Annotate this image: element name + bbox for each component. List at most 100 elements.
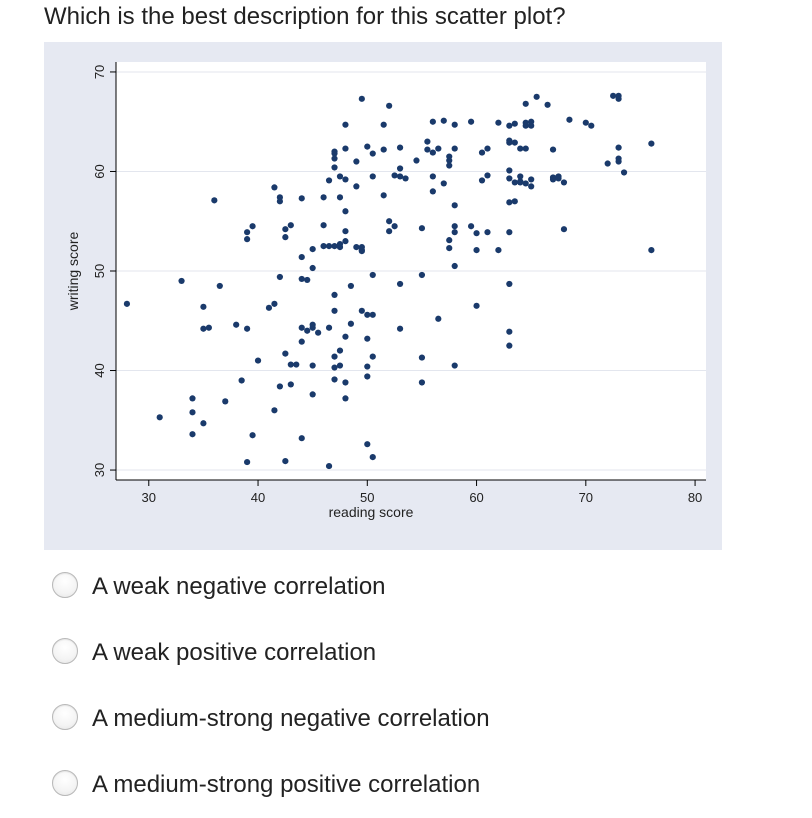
data-point bbox=[200, 303, 207, 310]
data-point bbox=[254, 357, 262, 364]
data-point bbox=[582, 119, 589, 126]
data-point bbox=[495, 247, 502, 254]
data-point bbox=[522, 180, 529, 187]
data-point bbox=[451, 262, 458, 270]
data-point bbox=[233, 321, 240, 328]
data-point bbox=[298, 275, 305, 283]
data-point bbox=[298, 338, 305, 345]
data-point bbox=[484, 229, 491, 236]
data-point bbox=[331, 150, 338, 157]
data-point bbox=[276, 383, 283, 390]
data-point bbox=[309, 324, 316, 331]
answer-option-2[interactable]: A weak positive correlation bbox=[48, 634, 668, 674]
data-point bbox=[391, 223, 398, 230]
answer-label: A weak negative correlation bbox=[92, 573, 386, 600]
data-point bbox=[555, 173, 562, 180]
data-point bbox=[298, 435, 305, 442]
x-tick-label: 60 bbox=[469, 490, 483, 505]
data-point bbox=[484, 172, 491, 179]
data-point bbox=[358, 307, 365, 314]
data-point bbox=[320, 222, 327, 229]
data-point bbox=[506, 167, 513, 174]
x-tick-label: 50 bbox=[360, 490, 374, 505]
data-point bbox=[336, 173, 344, 180]
data-point bbox=[200, 325, 207, 332]
data-point bbox=[271, 300, 278, 307]
data-point bbox=[342, 176, 349, 183]
data-point bbox=[331, 291, 338, 298]
answer-option-1[interactable]: A weak negative correlation bbox=[48, 568, 668, 608]
data-point bbox=[189, 431, 196, 438]
scatter-plot: 30 40 50 60 70 80 30 40 50 60 70 reading score writi… bbox=[65, 62, 706, 520]
radio-button[interactable] bbox=[52, 704, 78, 730]
data-point bbox=[331, 353, 338, 360]
data-point bbox=[244, 325, 251, 332]
data-point bbox=[320, 243, 327, 250]
answer-option-3[interactable]: A medium-strong negative correlation bbox=[48, 700, 668, 740]
data-point bbox=[380, 192, 387, 199]
data-point bbox=[331, 155, 338, 162]
data-point bbox=[506, 328, 513, 335]
data-point bbox=[298, 253, 305, 261]
data-point bbox=[517, 173, 524, 180]
data-point bbox=[446, 237, 453, 244]
data-point bbox=[342, 379, 349, 386]
question-title: Which is the best description for this s… bbox=[44, 3, 566, 30]
y-tick-label: 70 bbox=[92, 65, 107, 79]
y-tick-label: 60 bbox=[92, 164, 107, 178]
data-point bbox=[205, 324, 212, 331]
x-axis-title: reading score bbox=[329, 504, 414, 520]
data-point bbox=[386, 102, 393, 109]
data-point bbox=[418, 271, 426, 279]
data-point bbox=[369, 271, 376, 279]
data-point bbox=[276, 198, 283, 205]
radio-button[interactable] bbox=[52, 572, 78, 598]
data-point bbox=[271, 407, 278, 414]
data-point bbox=[615, 158, 622, 165]
y-tick-label: 40 bbox=[92, 363, 107, 377]
data-point bbox=[282, 350, 289, 357]
radio-button[interactable] bbox=[52, 770, 78, 796]
data-point bbox=[189, 395, 196, 402]
data-point bbox=[495, 119, 502, 126]
data-point bbox=[380, 121, 387, 128]
data-point bbox=[478, 177, 486, 184]
answer-option-4[interactable]: A medium-strong positive correlation bbox=[48, 766, 668, 806]
data-point bbox=[549, 146, 557, 153]
data-point bbox=[451, 121, 458, 128]
data-point bbox=[396, 173, 404, 180]
radio-button[interactable] bbox=[52, 638, 78, 664]
data-point bbox=[369, 173, 376, 180]
data-point bbox=[506, 175, 513, 182]
y-tick-label: 50 bbox=[92, 264, 107, 278]
data-point bbox=[364, 373, 371, 380]
data-point bbox=[396, 144, 404, 151]
data-point bbox=[298, 195, 305, 202]
data-point bbox=[620, 169, 628, 176]
data-point bbox=[467, 223, 475, 230]
data-point bbox=[342, 121, 349, 128]
data-point bbox=[287, 381, 294, 388]
data-point bbox=[544, 101, 551, 108]
data-point bbox=[358, 95, 365, 102]
data-point bbox=[325, 177, 333, 184]
data-point bbox=[282, 234, 289, 241]
data-point bbox=[506, 342, 513, 349]
data-point bbox=[249, 432, 256, 439]
data-point bbox=[282, 226, 289, 233]
data-point bbox=[244, 229, 251, 236]
data-point bbox=[249, 223, 256, 230]
data-point bbox=[588, 122, 595, 129]
data-point bbox=[342, 145, 349, 152]
data-point bbox=[315, 329, 322, 336]
data-point bbox=[473, 302, 480, 309]
data-point bbox=[440, 180, 447, 187]
data-point bbox=[353, 183, 360, 190]
data-point bbox=[178, 277, 185, 285]
data-point bbox=[402, 175, 409, 182]
data-point bbox=[309, 246, 316, 253]
data-point bbox=[484, 145, 491, 152]
data-point bbox=[451, 223, 458, 230]
data-point bbox=[648, 140, 655, 147]
data-point bbox=[325, 243, 333, 250]
